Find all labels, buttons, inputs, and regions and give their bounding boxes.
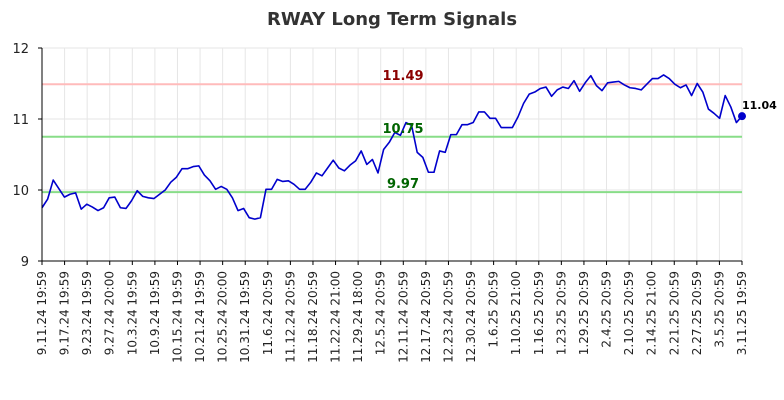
x-tick-label: 9.23.24 19:59 <box>80 271 94 355</box>
x-tick-label: 3.11.25 19:59 <box>735 271 749 355</box>
chart-title: RWAY Long Term Signals <box>267 9 517 30</box>
x-tick-label: 11.22.24 21:00 <box>329 271 343 363</box>
x-tick-label: 3.5.25 20:59 <box>712 271 726 348</box>
x-tick-label: 12.5.24 20:59 <box>374 271 388 355</box>
annotations: 11.49 10.75 9.97 11.04 <box>382 69 777 192</box>
x-tick-label: 2.14.25 21:00 <box>645 271 659 355</box>
x-tick-label: 12.11.24 20:59 <box>396 271 410 363</box>
x-tick-label: 11.18.24 20:59 <box>306 271 320 363</box>
reference-line-label: 9.97 <box>387 177 419 192</box>
x-tick-label: 2.27.25 20:59 <box>690 271 704 355</box>
x-tick-label: 10.21.24 19:59 <box>193 271 207 363</box>
x-tick-label: 2.21.25 20:59 <box>667 271 681 355</box>
x-axis-ticks: 9.11.24 19:59 9.17.24 19:59 9.23.24 19:59 9… <box>35 261 749 363</box>
x-tick-label: 1.29.25 20:59 <box>577 271 591 355</box>
y-tick-label: 12 <box>12 42 29 57</box>
x-tick-label: 1.16.25 20:59 <box>532 271 546 355</box>
axes <box>41 48 742 262</box>
x-tick-label: 10.25.24 20:00 <box>216 271 230 363</box>
x-tick-label: 10.9.24 19:59 <box>148 271 162 355</box>
x-tick-label: 10.15.24 19:59 <box>170 271 184 363</box>
x-tick-label: 12.23.24 20:59 <box>441 271 455 363</box>
series <box>41 74 746 220</box>
x-tick-label: 12.30.24 20:59 <box>464 271 478 363</box>
reference-line-label: 10.75 <box>382 122 423 137</box>
reference-line-label: 11.49 <box>382 69 423 84</box>
x-tick-label: 10.31.24 19:59 <box>238 271 252 363</box>
x-tick-label: 9.11.24 19:59 <box>35 271 49 355</box>
x-tick-label: 11.12.24 20:59 <box>283 271 297 363</box>
y-axis-ticks: 9 10 11 12 <box>12 42 42 270</box>
x-tick-label: 9.27.24 20:00 <box>103 271 117 355</box>
last-value-label: 11.04 <box>742 99 777 112</box>
x-tick-label: 12.17.24 20:59 <box>419 271 433 363</box>
x-tick-label: 1.10.25 21:00 <box>509 271 523 355</box>
last-value-marker <box>738 112 746 121</box>
y-tick-label: 11 <box>12 113 29 128</box>
x-tick-label: 1.23.25 20:59 <box>554 271 568 355</box>
x-tick-label: 2.4.25 20:59 <box>600 271 614 348</box>
price-line <box>41 74 743 220</box>
x-tick-label: 11.6.24 20:59 <box>261 271 275 355</box>
x-tick-label: 1.6.25 20:59 <box>487 271 501 348</box>
y-tick-label: 10 <box>12 184 29 199</box>
x-tick-label: 9.17.24 19:59 <box>58 271 72 355</box>
y-tick-label: 9 <box>21 255 29 270</box>
x-tick-label: 11.29.24 18:00 <box>351 271 365 363</box>
x-tick-label: 10.3.24 19:59 <box>125 271 139 355</box>
x-tick-label: 2.10.25 20:59 <box>622 271 636 355</box>
